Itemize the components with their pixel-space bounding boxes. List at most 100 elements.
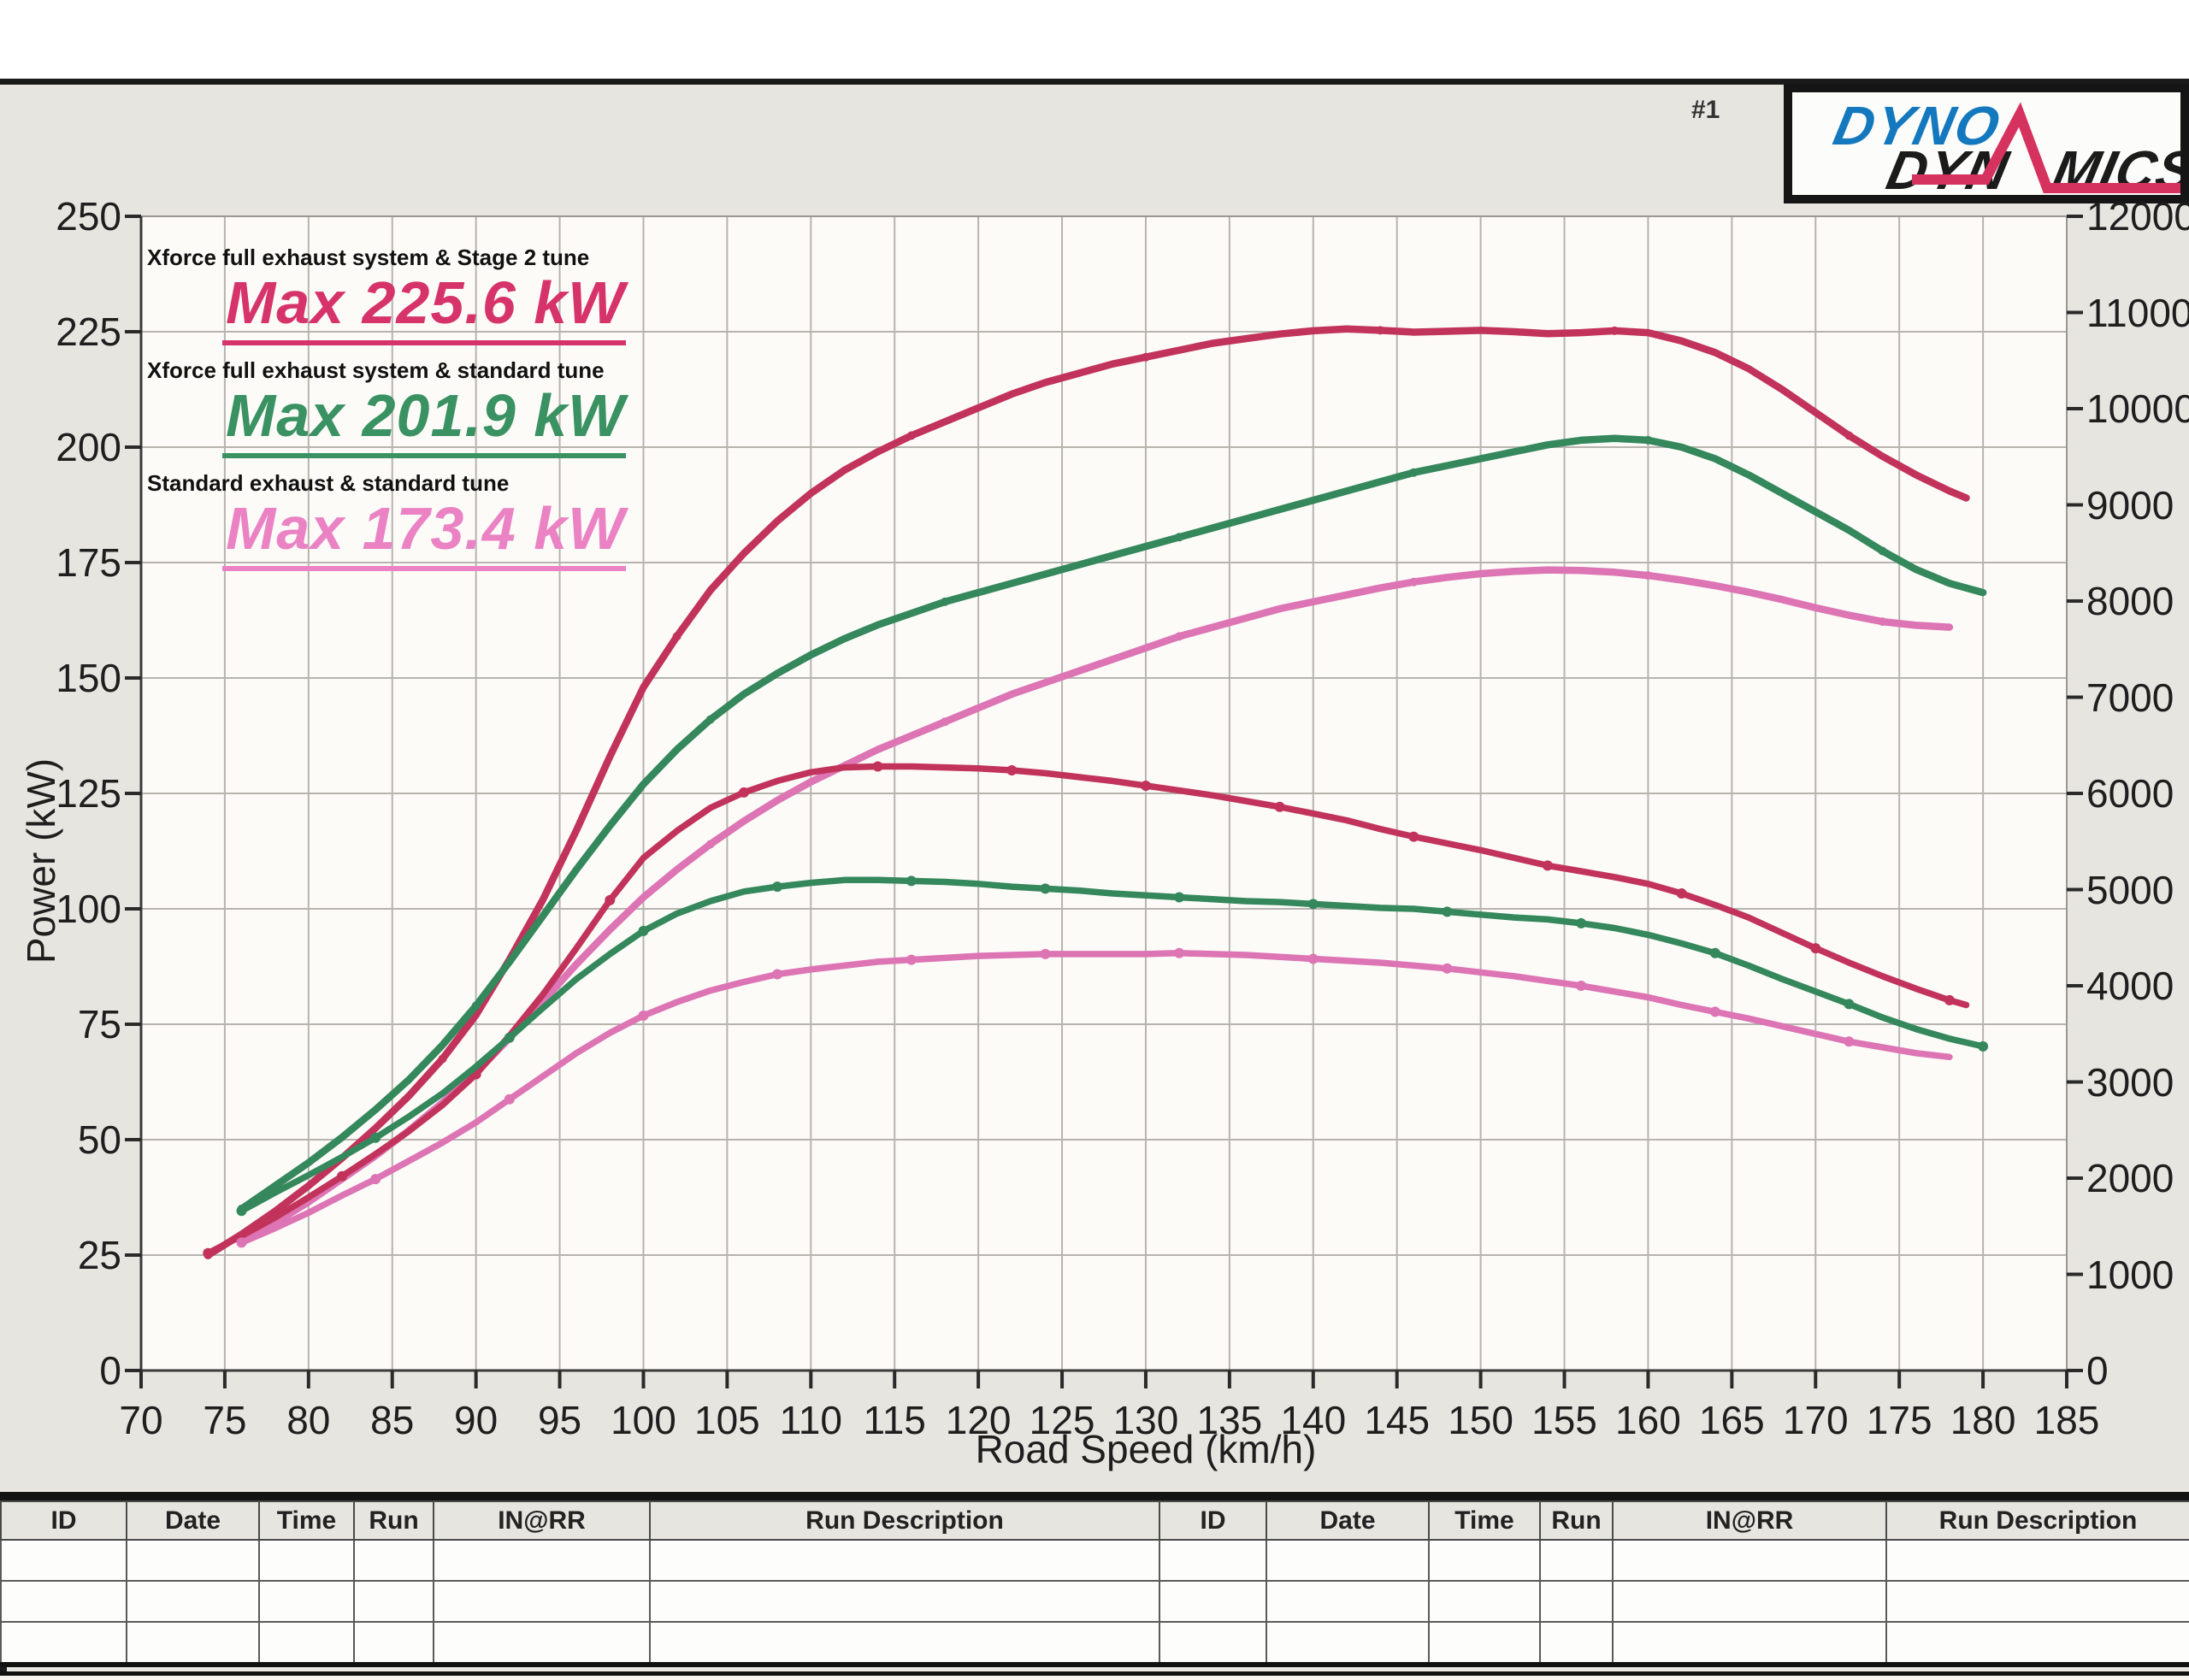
marker-standard-tune-xforce-power bbox=[1409, 468, 1419, 477]
x-tick-label: 175 bbox=[1866, 1398, 1932, 1442]
run-table-empty-cell bbox=[0, 1621, 127, 1664]
x-tick-label: 100 bbox=[611, 1398, 676, 1442]
y-right-tick-label: 12000 bbox=[2086, 194, 2189, 239]
marker-stage2-tractive-effort bbox=[1542, 860, 1553, 871]
marker-standard-tune-xforce-tractive-effort bbox=[638, 925, 649, 936]
marker-standard-power bbox=[1643, 571, 1653, 581]
marker-stage2-tractive-effort bbox=[1676, 888, 1687, 899]
marker-standard-tune-xforce-tractive-effort bbox=[1844, 999, 1855, 1010]
run-table-empty-cell bbox=[0, 1539, 127, 1582]
run-table-header-run: Run bbox=[1539, 1500, 1614, 1541]
run-table-empty-row bbox=[0, 1621, 2189, 1664]
run-table-empty-cell bbox=[1428, 1539, 1541, 1582]
curve-standard-tune-xforce-power bbox=[238, 434, 1987, 1213]
run-table-empty-row bbox=[0, 1580, 2189, 1623]
run-table-empty-cell bbox=[1159, 1580, 1267, 1623]
marker-standard-power bbox=[1409, 577, 1419, 587]
y-right-tick-label: 9000 bbox=[2086, 482, 2174, 528]
x-tick-label: 180 bbox=[1950, 1398, 2016, 1442]
run-table-empty-cell bbox=[649, 1580, 1160, 1623]
run-table-empty-cell bbox=[258, 1580, 355, 1623]
marker-standard-tune-xforce-tractive-effort bbox=[1307, 899, 1319, 910]
y-left-tick-label: 75 bbox=[77, 1002, 121, 1046]
y-right-tick-label: 1000 bbox=[2086, 1252, 2174, 1297]
run-table-empty-cell bbox=[1159, 1539, 1267, 1582]
y-right-tick-label: 10000 bbox=[2086, 386, 2189, 431]
run-table-header-id: ID bbox=[1159, 1500, 1267, 1541]
run-table-empty-cell bbox=[433, 1539, 651, 1582]
y-right-tick-label: 5000 bbox=[2086, 867, 2174, 912]
run-table-empty-cell bbox=[649, 1621, 1160, 1664]
x-tick-label: 160 bbox=[1615, 1398, 1681, 1442]
y-left-tick-label: 25 bbox=[77, 1233, 121, 1277]
annotation-label-standard-tune: Xforce full exhaust system & standard tu… bbox=[147, 357, 605, 383]
marker-standard-tractive-effort bbox=[236, 1237, 247, 1248]
annotation-underline-stage2 bbox=[222, 340, 626, 345]
x-tick-label: 145 bbox=[1364, 1398, 1431, 1442]
x-tick-label: 85 bbox=[370, 1398, 415, 1442]
run-table-empty-cell bbox=[1885, 1621, 2189, 1664]
bottom-double-rule-2 bbox=[0, 1671, 2189, 1676]
run-table-empty-cell bbox=[1539, 1580, 1614, 1623]
marker-standard-tune-xforce-tractive-effort bbox=[236, 1205, 247, 1217]
y-right-tick-label: 7000 bbox=[2086, 675, 2174, 720]
run-table-header-id: ID bbox=[0, 1500, 127, 1541]
annotation-underline-standard-tune bbox=[222, 453, 626, 458]
run-table-empty-cell bbox=[126, 1621, 260, 1664]
run-log-header-row: ID Date Time Run IN@RR Run Description ID Date T… bbox=[0, 1500, 2189, 1541]
x-axis-title: Road Speed (km/h) bbox=[975, 1427, 1317, 1471]
x-tick-label: 170 bbox=[1782, 1398, 1849, 1442]
run-table-header-time: Time bbox=[1428, 1500, 1541, 1541]
logo-red-zigzag-icon bbox=[1912, 102, 2180, 193]
x-tick-label: 140 bbox=[1280, 1398, 1347, 1442]
run-table-header-date: Date bbox=[1266, 1500, 1430, 1541]
marker-standard-tune-xforce-tractive-effort bbox=[772, 881, 783, 893]
run-table-empty-cell bbox=[1885, 1580, 2189, 1623]
run-table-empty-cell bbox=[1539, 1539, 1614, 1582]
y-left-tick-label: 200 bbox=[56, 425, 121, 469]
marker-standard-tune-xforce-tractive-effort bbox=[1709, 947, 1720, 958]
y-left-tick-label: 50 bbox=[77, 1117, 121, 1162]
run-table-empty-cell bbox=[1885, 1539, 2189, 1582]
x-tick-label: 90 bbox=[454, 1398, 499, 1442]
marker-stage2-tractive-effort bbox=[203, 1247, 214, 1259]
marker-standard-power bbox=[1878, 617, 1887, 627]
y-left-tick-label: 175 bbox=[56, 540, 121, 585]
y-right-tick-label: 6000 bbox=[2086, 771, 2174, 816]
marker-standard-tune-xforce-tractive-effort bbox=[906, 875, 917, 887]
marker-standard-tractive-effort bbox=[504, 1093, 515, 1105]
annotation-max-standard-tune: Max 201.9 kW bbox=[226, 382, 626, 449]
run-table-empty-row bbox=[0, 1539, 2189, 1582]
run-table-empty-cell bbox=[649, 1539, 1160, 1582]
x-tick-label: 80 bbox=[286, 1398, 331, 1442]
marker-stage2-tractive-effort bbox=[1274, 801, 1285, 812]
marker-standard-tune-xforce-power bbox=[1878, 546, 1887, 556]
y-left-tick-label: 0 bbox=[99, 1348, 121, 1393]
run-table-empty-cell bbox=[1612, 1621, 1887, 1664]
marker-standard-tractive-effort bbox=[1442, 963, 1453, 974]
run-table-header-date: Date bbox=[126, 1500, 260, 1541]
marker-standard-tractive-effort bbox=[370, 1174, 381, 1185]
x-tick-label: 105 bbox=[694, 1398, 760, 1442]
run-table-header-run-description: Run Description bbox=[649, 1500, 1160, 1541]
x-tick-label: 120 bbox=[945, 1398, 1012, 1442]
annotation-max-stage2: Max 225.6 kW bbox=[226, 269, 626, 336]
marker-stage2-tractive-effort bbox=[1141, 781, 1151, 791]
curve-standard-tune-xforce-tractive-effort bbox=[238, 876, 1986, 1215]
marker-standard-tractive-effort bbox=[1709, 1006, 1720, 1017]
run-log-table: ID Date Time Run IN@RR Run Description ID Date T… bbox=[0, 1500, 2189, 1664]
run-table-header-in-rr: IN@RR bbox=[433, 1500, 651, 1541]
marker-standard-tune-xforce-tractive-effort bbox=[1978, 1040, 1989, 1052]
run-table-empty-cell bbox=[1266, 1539, 1430, 1582]
x-tick-label: 135 bbox=[1196, 1398, 1263, 1442]
y-right-tick-label: 8000 bbox=[2086, 579, 2174, 623]
y-axis-title: Power (kW) bbox=[19, 757, 63, 964]
marker-standard-tractive-effort bbox=[772, 969, 783, 980]
run-table-empty-cell bbox=[258, 1539, 355, 1582]
marker-stage2-power bbox=[1376, 326, 1385, 335]
table-top-rule bbox=[0, 1492, 2189, 1500]
run-table-header-run-description: Run Description bbox=[1885, 1500, 2189, 1541]
x-tick-label: 130 bbox=[1112, 1398, 1179, 1442]
run-table-empty-cell bbox=[353, 1539, 434, 1582]
